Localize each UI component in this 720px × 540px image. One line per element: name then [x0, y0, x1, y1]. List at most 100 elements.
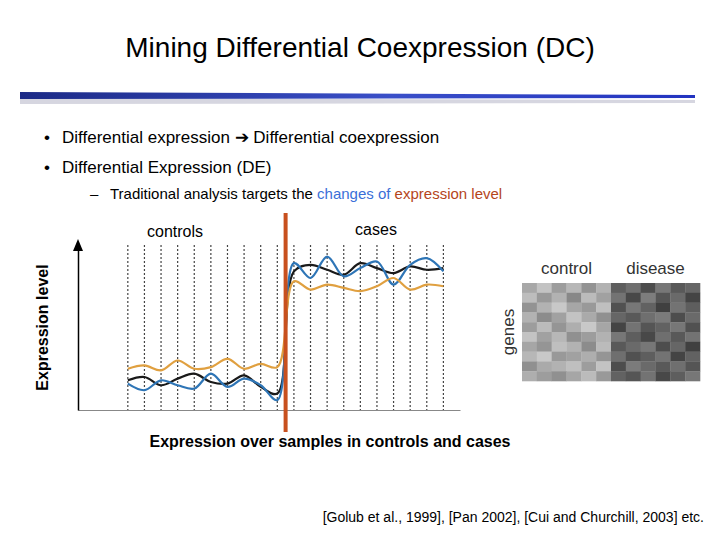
heat-cell	[552, 352, 567, 362]
heat-cell	[537, 322, 552, 332]
heat-cell	[685, 361, 700, 371]
heat-cell	[581, 342, 596, 352]
heat-cell	[685, 342, 700, 352]
group-label: controls	[147, 223, 203, 240]
heat-cell	[581, 303, 596, 313]
heat-cell	[522, 342, 537, 352]
heat-cell	[670, 303, 685, 313]
heat-cell	[641, 361, 656, 371]
heat-cell	[611, 342, 626, 352]
bullet-symbol: •	[44, 158, 50, 177]
heat-cell	[685, 371, 700, 381]
heat-cell	[656, 371, 671, 381]
heat-cell	[685, 352, 700, 362]
heat-cell	[522, 332, 537, 342]
heat-cell	[552, 293, 567, 303]
sub-bullet-part: Traditional analysis targets the	[110, 185, 317, 202]
heat-cell	[641, 293, 656, 303]
heat-cell	[567, 303, 582, 313]
group-label: cases	[355, 221, 397, 238]
heat-cell	[656, 352, 671, 362]
heat-cell	[596, 293, 611, 303]
heat-cell	[611, 371, 626, 381]
heat-cell	[552, 303, 567, 313]
grid-line	[227, 245, 228, 410]
heat-cell	[670, 361, 685, 371]
heat-cell	[641, 352, 656, 362]
heat-cell	[552, 322, 567, 332]
heat-cell	[626, 352, 641, 362]
grid-line	[194, 245, 195, 410]
grid-line	[144, 245, 145, 410]
heat-cell	[581, 352, 596, 362]
bullet-text: Differential Expression (DE)	[62, 158, 271, 177]
grid-line	[127, 245, 128, 410]
x-axis-line	[79, 410, 461, 411]
heat-cell	[537, 332, 552, 342]
grid-line	[376, 245, 377, 410]
heat-cell	[626, 312, 641, 322]
heat-cell	[537, 293, 552, 303]
heat-cell	[641, 342, 656, 352]
heat-cell	[685, 283, 700, 293]
grid-line	[343, 245, 344, 410]
heat-cell	[537, 303, 552, 313]
heat-cell	[537, 312, 552, 322]
heat-cell	[670, 342, 685, 352]
heat-cell	[611, 283, 626, 293]
x-axis	[79, 410, 461, 411]
heat-cell	[537, 283, 552, 293]
heat-cell	[626, 332, 641, 342]
heat-cell	[537, 361, 552, 371]
heat-cell	[656, 283, 671, 293]
heat-cell	[552, 342, 567, 352]
heat-row-label: genes	[499, 309, 518, 355]
x-axis-title: Expression over samples in controls and …	[149, 433, 510, 450]
heat-cell	[670, 283, 685, 293]
heat-cell	[567, 283, 582, 293]
heat-cell	[656, 303, 671, 313]
heat-cell	[537, 371, 552, 381]
grid-line	[277, 245, 278, 410]
heat-cell	[522, 312, 537, 322]
heat-cell	[656, 361, 671, 371]
heat-cell	[522, 352, 537, 362]
heat-cell	[641, 303, 656, 313]
heat-cell	[656, 332, 671, 342]
heat-cell	[670, 322, 685, 332]
grid-line	[360, 245, 361, 410]
heat-cell	[670, 332, 685, 342]
heat-cell	[596, 312, 611, 322]
heat-cell	[596, 342, 611, 352]
heat-cell	[596, 303, 611, 313]
grid-line	[210, 245, 211, 410]
sub-bullet-text: Traditional analysis targets the changes…	[110, 185, 502, 202]
heat-cell	[611, 352, 626, 362]
heat-cell	[596, 322, 611, 332]
y-axis-title: Expression level	[34, 264, 51, 390]
heat-cell	[685, 312, 700, 322]
heat-cell	[522, 371, 537, 381]
heat-cell	[522, 293, 537, 303]
y-axis-arrow	[73, 239, 83, 251]
grid-line	[310, 245, 311, 410]
heat-cell	[567, 332, 582, 342]
heat-cell	[567, 352, 582, 362]
heat-cell	[611, 361, 626, 371]
heat-cell	[581, 293, 596, 303]
heat-cell	[596, 332, 611, 342]
heat-cell	[670, 371, 685, 381]
heat-column-label: disease	[626, 259, 685, 278]
slide-title: Mining Differential Coexpression (DC)	[125, 32, 594, 63]
heat-cell	[552, 283, 567, 293]
heat-cell	[626, 342, 641, 352]
heat-cell	[611, 293, 626, 303]
heat-cell	[626, 322, 641, 332]
heat-cell	[552, 361, 567, 371]
heat-cell	[552, 312, 567, 322]
grid-line	[410, 245, 411, 410]
heat-cell	[611, 303, 626, 313]
heat-cell	[596, 283, 611, 293]
grid-line	[243, 245, 244, 410]
heat-cell	[656, 312, 671, 322]
